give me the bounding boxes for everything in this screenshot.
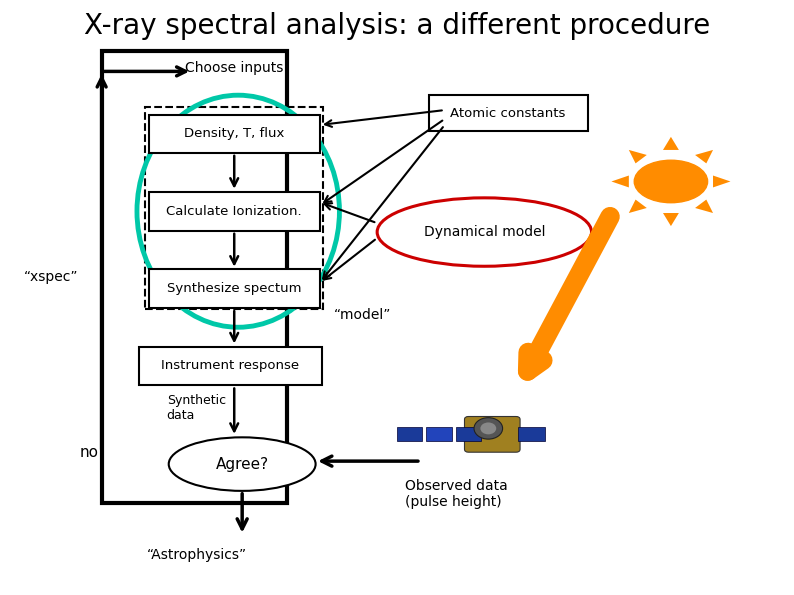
Polygon shape bbox=[695, 199, 713, 213]
Text: Synthesize spectum: Synthesize spectum bbox=[167, 282, 302, 295]
Bar bbox=[426, 427, 452, 441]
Text: Density, T, flux: Density, T, flux bbox=[184, 127, 284, 140]
Text: “model”: “model” bbox=[333, 308, 391, 322]
Circle shape bbox=[474, 418, 503, 439]
Polygon shape bbox=[629, 150, 647, 164]
Bar bbox=[139, 346, 322, 386]
FancyBboxPatch shape bbox=[464, 416, 520, 452]
Text: Choose inputs: Choose inputs bbox=[185, 61, 283, 76]
Polygon shape bbox=[663, 137, 679, 150]
Circle shape bbox=[480, 422, 496, 434]
Bar bbox=[397, 427, 422, 441]
Bar bbox=[429, 95, 588, 131]
Bar bbox=[149, 114, 319, 153]
Text: “Astrophysics”: “Astrophysics” bbox=[147, 547, 247, 562]
Text: Observed data
(pulse height): Observed data (pulse height) bbox=[405, 479, 507, 509]
Polygon shape bbox=[663, 213, 679, 226]
Bar bbox=[145, 107, 323, 309]
Bar bbox=[149, 269, 319, 308]
Text: Dynamical model: Dynamical model bbox=[423, 225, 545, 239]
Bar bbox=[102, 51, 287, 503]
Polygon shape bbox=[695, 150, 713, 164]
Ellipse shape bbox=[377, 198, 592, 266]
Text: X-ray spectral analysis: a different procedure: X-ray spectral analysis: a different pro… bbox=[84, 11, 710, 40]
Text: Agree?: Agree? bbox=[216, 456, 268, 472]
Text: no: no bbox=[79, 444, 98, 460]
Ellipse shape bbox=[634, 160, 707, 203]
Polygon shape bbox=[611, 176, 629, 187]
Bar bbox=[456, 427, 481, 441]
Polygon shape bbox=[713, 176, 730, 187]
Bar bbox=[518, 427, 545, 441]
Text: Synthetic
data: Synthetic data bbox=[167, 393, 225, 422]
Ellipse shape bbox=[168, 437, 316, 491]
Text: Atomic constants: Atomic constants bbox=[450, 107, 566, 120]
Text: Calculate Ionization.: Calculate Ionization. bbox=[167, 205, 302, 218]
Text: Instrument response: Instrument response bbox=[161, 359, 299, 372]
Polygon shape bbox=[629, 199, 647, 213]
Text: “xspec”: “xspec” bbox=[24, 270, 79, 284]
Bar bbox=[149, 192, 319, 230]
